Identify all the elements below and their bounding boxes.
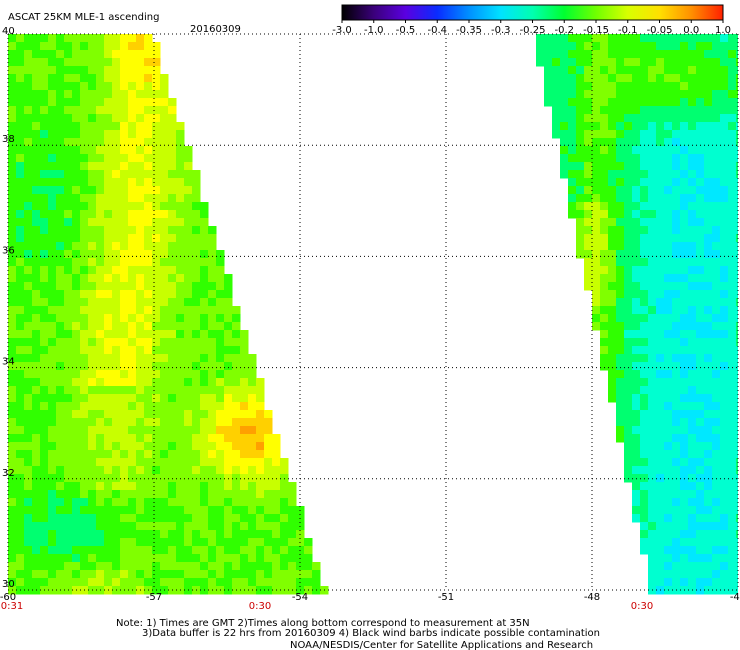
- colorbar-tick-label: -0.3: [491, 25, 511, 36]
- time-label: 0:31: [1, 601, 23, 612]
- colorbar-tick-label: 0.0: [683, 25, 699, 36]
- colorbar-tick-label: -0.1: [618, 25, 638, 36]
- colorbar-tick-label: -0.4: [427, 25, 447, 36]
- colorbar-tick-label: -1.0: [364, 25, 384, 36]
- colorbar-tick-label: 1.0: [715, 25, 731, 36]
- note-line-3: NOAA/NESDIS/Center for Satellite Applica…: [290, 640, 593, 650]
- lat-tick-label: 30: [2, 579, 15, 590]
- colorbar-tick-label: -3.0: [332, 25, 352, 36]
- lon-tick-label: -45: [730, 592, 740, 603]
- axis-labels: -60 -57 -54 -51 -48 -45 40 38 36 34 32 30 0:31 0:30 0:…: [0, 26, 740, 612]
- lon-tick-label: -57: [146, 592, 162, 603]
- lat-tick-label: 34: [2, 357, 15, 368]
- colorbar-tick-label: -0.2: [554, 25, 574, 36]
- colorbar-ramp: [341, 4, 724, 21]
- graticule: [7, 33, 739, 591]
- lat-tick-label: 38: [2, 134, 15, 145]
- lon-tick-label: -48: [584, 592, 600, 603]
- lat-tick-label: 32: [2, 468, 15, 479]
- time-label: 0:30: [249, 601, 271, 612]
- map-date: 20160309: [190, 24, 241, 35]
- note-line-1: Note: 1) Times are GMT 2)Times along bot…: [116, 618, 530, 629]
- lat-tick-label: 36: [2, 245, 15, 256]
- colorbar-tick-label: -0.35: [456, 25, 482, 36]
- note-line-2: 3)Data buffer is 22 hrs from 20160309 4)…: [142, 628, 600, 639]
- colorbar-tick-label: -0.5: [396, 25, 416, 36]
- map-title: ASCAT 25KM MLE-1 ascending: [8, 12, 159, 23]
- lon-tick-label: -54: [292, 592, 308, 603]
- lon-tick-label: -51: [438, 592, 454, 603]
- colorbar: -3.0 -1.0 -0.5 -0.4 -0.35 -0.3 -0.25 -0.2 -0.15-…: [332, 4, 731, 36]
- colorbar-tick-label: -0.15: [583, 25, 609, 36]
- time-label: 0:30: [631, 601, 653, 612]
- lat-tick-label: 40: [2, 26, 15, 37]
- lon-tick-label: -60: [0, 592, 16, 603]
- colorbar-tick-label: -0.25: [520, 25, 546, 36]
- data-layer: [8, 34, 738, 595]
- colorbar-tick-label: -0.05: [647, 25, 673, 36]
